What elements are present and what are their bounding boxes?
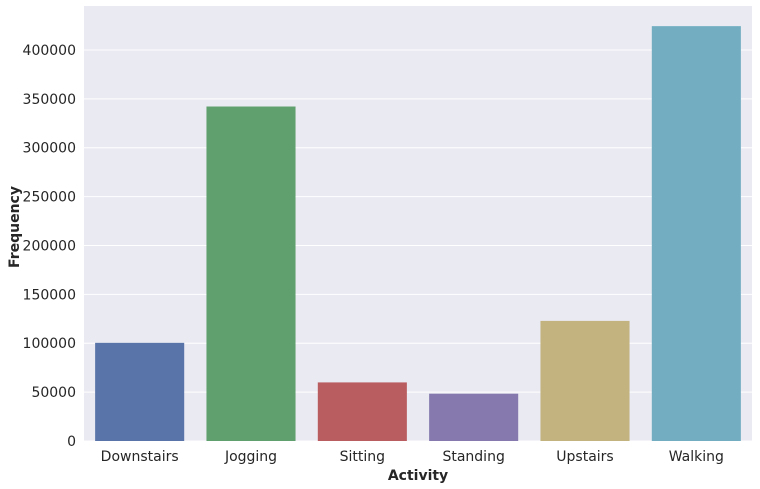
x-axis-label: Activity: [388, 468, 448, 484]
bar-sitting: [317, 382, 407, 441]
bar-jogging: [206, 106, 296, 442]
plot-area: [84, 6, 752, 441]
bars: [95, 26, 741, 442]
y-axis-label: Frequency: [7, 186, 23, 268]
y-tick-label: 50000: [31, 385, 76, 401]
x-tick-label: Walking: [669, 449, 724, 465]
bar-upstairs: [540, 320, 630, 441]
x-tick-label: Standing: [442, 449, 504, 465]
x-tick-label: Upstairs: [556, 449, 613, 465]
bar-downstairs: [95, 342, 185, 441]
y-tick-label: 100000: [23, 336, 76, 352]
y-tick-label: 0: [67, 434, 76, 450]
x-tick-label: Downstairs: [101, 449, 179, 465]
x-tick-label: Sitting: [340, 449, 385, 465]
gridlines: [84, 49, 752, 442]
y-tick-label: 250000: [23, 190, 76, 206]
x-tick-labels: Downstairs Jogging Sitting Standing Upstairs…: [101, 449, 724, 465]
y-tick-label: 350000: [23, 92, 76, 108]
y-tick-label: 300000: [23, 141, 76, 157]
bar-walking: [651, 26, 741, 441]
x-tick-label: Jogging: [224, 449, 277, 465]
y-tick-label: 150000: [23, 287, 76, 303]
y-tick-label: 200000: [23, 238, 76, 254]
bar-standing: [429, 393, 519, 441]
y-tick-labels: 0 50000 100000 150000 200000 250000 300000 3500…: [23, 43, 76, 450]
y-tick-label: 400000: [23, 43, 76, 59]
